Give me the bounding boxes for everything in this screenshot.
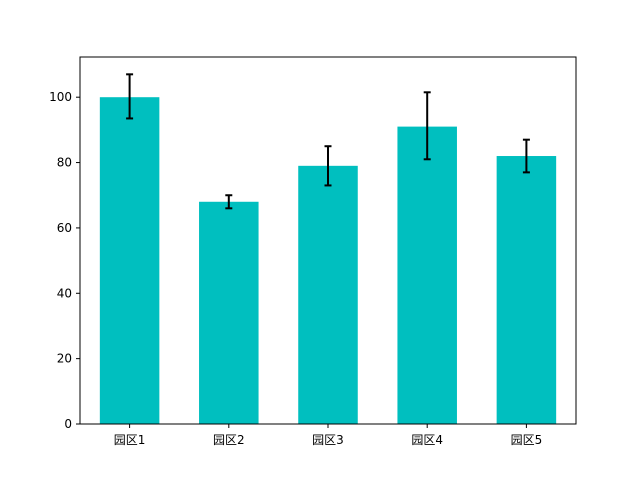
y-tick-label: 40: [57, 286, 72, 300]
y-tick-label: 100: [49, 90, 72, 104]
bar-1: [99, 97, 160, 425]
y-tick-label: 60: [57, 221, 72, 235]
x-tick-label: 园区3: [312, 433, 344, 447]
error-bar-2: [225, 194, 233, 210]
bar-5: [496, 156, 557, 425]
error-bar-4: [423, 91, 431, 161]
y-tick-label: 80: [57, 156, 72, 170]
y-tick-label: 20: [57, 352, 72, 366]
x-tick-label: 园区5: [511, 433, 543, 447]
bar-4: [397, 126, 457, 425]
error-bar-1: [126, 73, 134, 120]
y-tick-label: 0: [64, 417, 72, 431]
bars-layer: [99, 97, 557, 425]
error-bars-layer: [126, 73, 530, 210]
error-bar-5: [522, 138, 530, 174]
y-axis: 0 20 40 60 80 100: [49, 90, 80, 431]
x-tick-label: 园区1: [114, 433, 146, 447]
error-bar-3: [324, 145, 332, 187]
bar-3: [298, 165, 358, 424]
x-tick-label: 园区4: [411, 433, 443, 447]
x-axis: 园区1 园区2 园区3 园区4 园区5: [114, 424, 542, 447]
x-tick-label: 园区2: [213, 433, 245, 447]
bar-2: [199, 201, 259, 424]
